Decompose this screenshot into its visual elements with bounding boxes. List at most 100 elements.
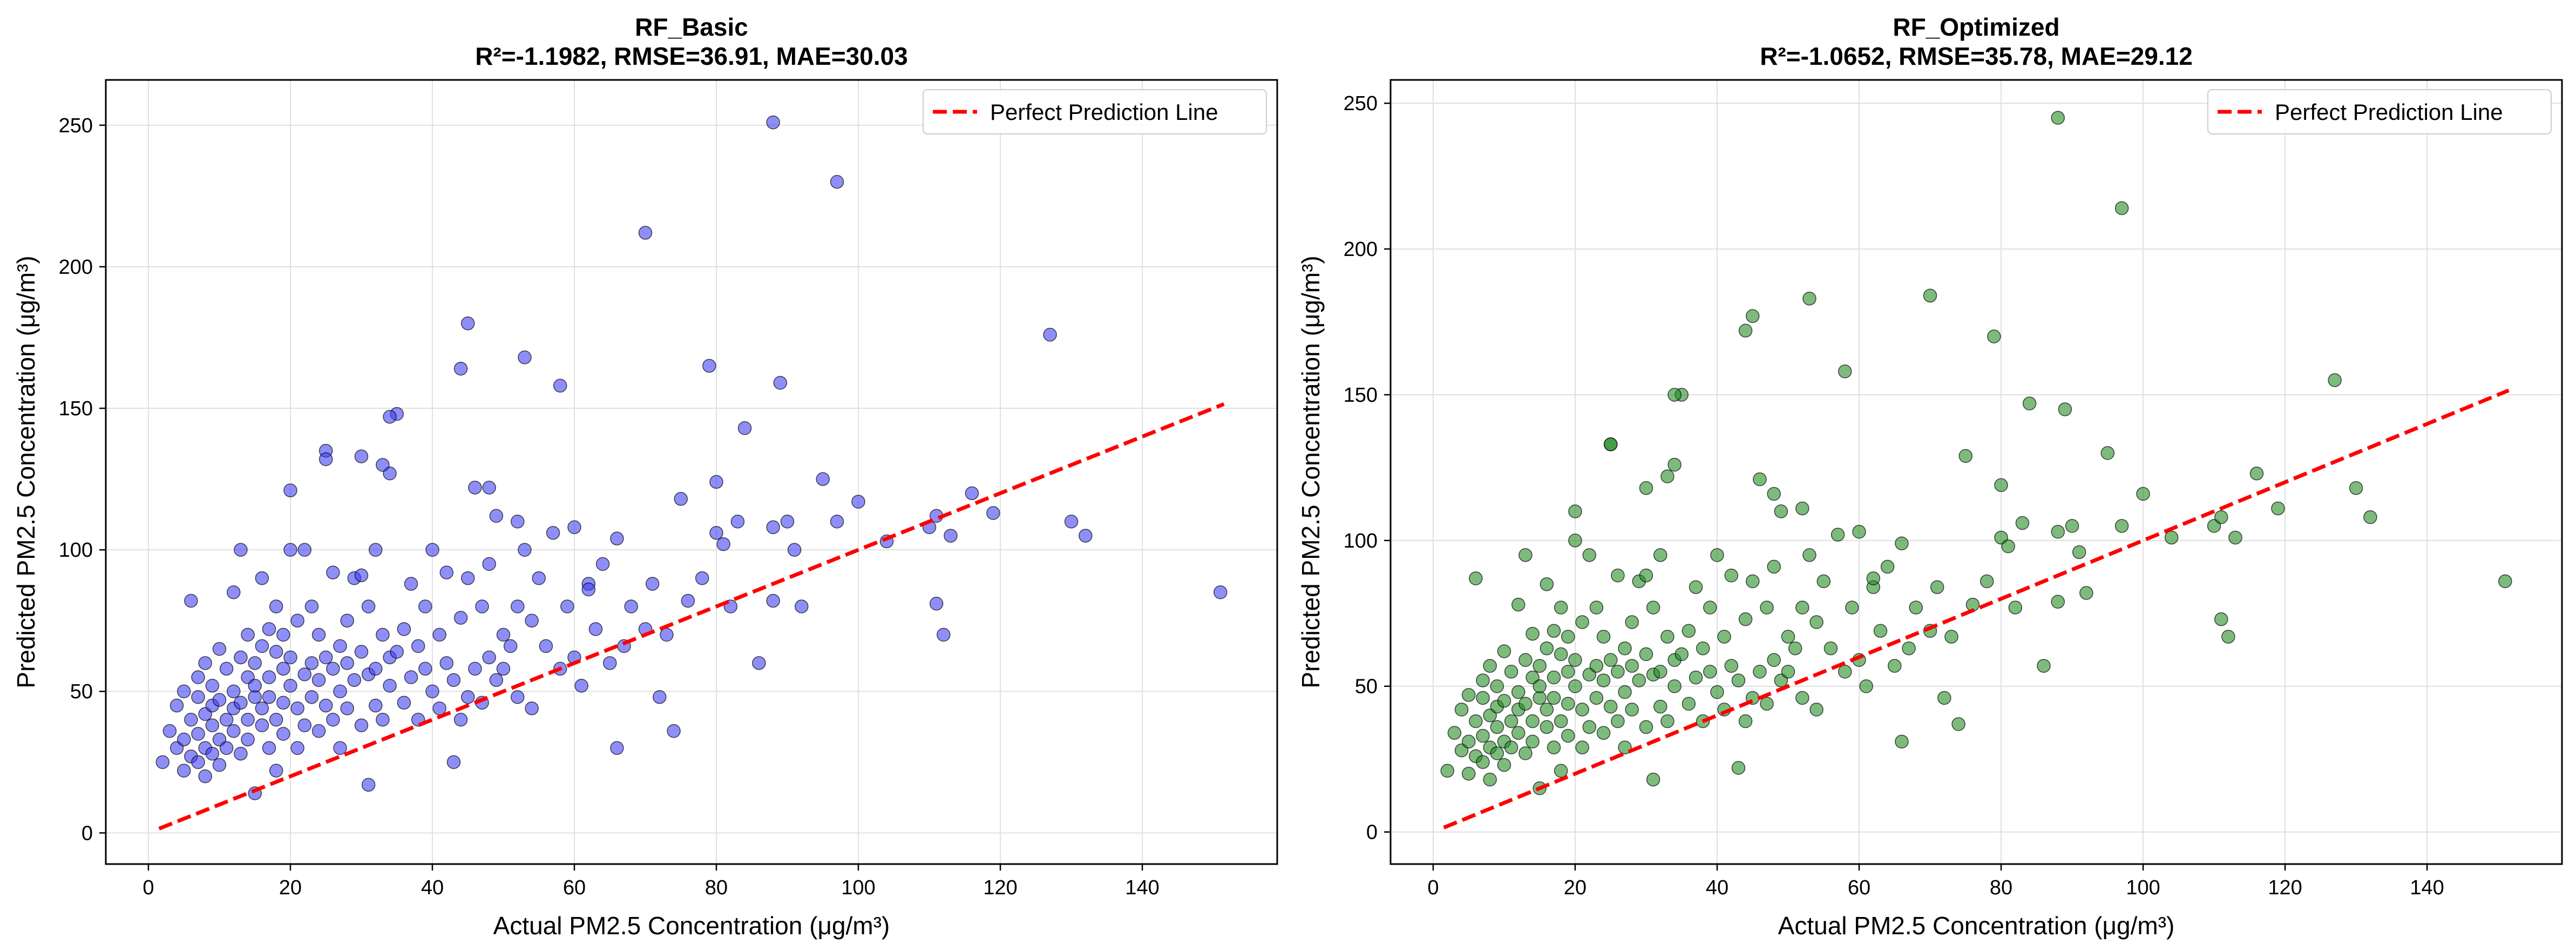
scatter-point xyxy=(1561,630,1575,644)
scatter-point xyxy=(1568,534,1582,548)
scatter-point xyxy=(1760,601,1774,615)
scatter-point xyxy=(1469,714,1483,729)
scatter-point xyxy=(397,622,411,636)
scatter-point xyxy=(1447,726,1462,740)
y-tick-label: 50 xyxy=(70,680,93,703)
scatter-point xyxy=(198,656,212,670)
scatter-point xyxy=(1504,740,1519,754)
scatter-point xyxy=(1519,548,1533,562)
chart-title: RF_Basic xyxy=(635,13,748,41)
scatter-point xyxy=(212,758,227,772)
y-tick-label: 100 xyxy=(59,539,93,562)
scatter-point xyxy=(191,755,205,770)
legend-box xyxy=(923,89,1267,134)
scatter-point xyxy=(1880,559,1895,574)
scatter-point xyxy=(1554,714,1568,729)
scatter-point xyxy=(1724,659,1739,673)
scatter-point xyxy=(1646,772,1660,787)
scatter-point xyxy=(1461,688,1476,702)
scatter-point xyxy=(311,673,326,687)
scatter-point xyxy=(2079,586,2093,600)
y-tick-label: 150 xyxy=(59,397,93,420)
scatter-point xyxy=(1618,685,1632,699)
scatter-point xyxy=(1660,469,1675,483)
scatter-point xyxy=(1689,580,1703,594)
x-tick-label: 60 xyxy=(1848,876,1870,899)
scatter-point xyxy=(1625,703,1639,717)
chart-subtitle: R²=-1.1982, RMSE=36.91, MAE=30.03 xyxy=(475,42,908,70)
scatter-point xyxy=(304,690,319,704)
scatter-point xyxy=(397,696,411,710)
y-tick-label: 200 xyxy=(59,256,93,279)
scatter-point xyxy=(1490,746,1504,760)
scatter-point xyxy=(1646,601,1660,615)
scatter-point xyxy=(1710,548,1724,562)
scatter-point xyxy=(937,628,951,642)
scatter-point xyxy=(1043,328,1057,342)
scatter-point xyxy=(347,673,362,687)
y-tick-label: 0 xyxy=(82,822,93,845)
scatter-point xyxy=(560,599,574,613)
scatter-point xyxy=(2001,539,2015,554)
scatter-point xyxy=(198,769,212,784)
scatter-point xyxy=(2349,481,2363,495)
scatter-point xyxy=(453,712,468,727)
scatter-point xyxy=(290,613,304,628)
scatter-point xyxy=(226,585,241,599)
scatter-point xyxy=(1547,624,1561,638)
scatter-point xyxy=(525,701,539,716)
scatter-point xyxy=(525,613,539,628)
scatter-point xyxy=(425,543,439,557)
scatter-point xyxy=(2164,530,2179,545)
scatter-point xyxy=(1767,653,1781,667)
scatter-point xyxy=(376,712,390,727)
y-tick-label: 250 xyxy=(1344,92,1378,115)
scatter-point xyxy=(311,724,326,738)
scatter-point xyxy=(1667,679,1682,693)
scatter-point xyxy=(283,543,297,557)
scatter-point xyxy=(1618,740,1632,754)
scatter-point xyxy=(1575,615,1589,629)
scatter-point xyxy=(1582,720,1596,734)
scatter-point xyxy=(1809,703,1823,717)
scatter-point xyxy=(376,628,390,642)
scatter-point xyxy=(248,656,262,670)
legend-box xyxy=(2207,89,2552,134)
scatter-point xyxy=(1639,481,1653,495)
scatter-point xyxy=(369,543,383,557)
scatter-point xyxy=(383,679,397,693)
scatter-point xyxy=(709,475,723,489)
scatter-point xyxy=(191,670,205,684)
scatter-point xyxy=(453,611,468,625)
scatter-point xyxy=(1603,653,1618,667)
scatter-point xyxy=(1781,630,1795,644)
scatter-point xyxy=(496,628,511,642)
scatter-point xyxy=(574,679,588,693)
scatter-point xyxy=(1483,772,1497,787)
scatter-point xyxy=(482,650,496,665)
scatter-point xyxy=(205,746,220,761)
scatter-point xyxy=(2214,510,2228,524)
scatter-point xyxy=(1731,673,1746,687)
scatter-point xyxy=(1461,734,1476,749)
scatter-point xyxy=(1526,714,1540,729)
scatter-point xyxy=(1568,679,1582,693)
scatter-point xyxy=(241,732,255,747)
scatter-point xyxy=(1909,601,1923,615)
scatter-point xyxy=(446,673,461,687)
legend-label: Perfect Prediction Line xyxy=(2275,99,2503,125)
scatter-point xyxy=(205,679,220,693)
scatter-point xyxy=(361,778,376,792)
scatter-point xyxy=(255,718,269,732)
scatter-point xyxy=(1526,626,1540,641)
scatter-point xyxy=(276,628,290,642)
scatter-point xyxy=(2037,659,2051,673)
scatter-point xyxy=(2221,630,2235,644)
scatter-point xyxy=(1589,659,1604,673)
scatter-point xyxy=(1632,673,1646,687)
scatter-point xyxy=(1802,292,1816,306)
scatter-point xyxy=(787,543,802,557)
scatter-point xyxy=(191,727,205,741)
scatter-point xyxy=(553,379,567,393)
